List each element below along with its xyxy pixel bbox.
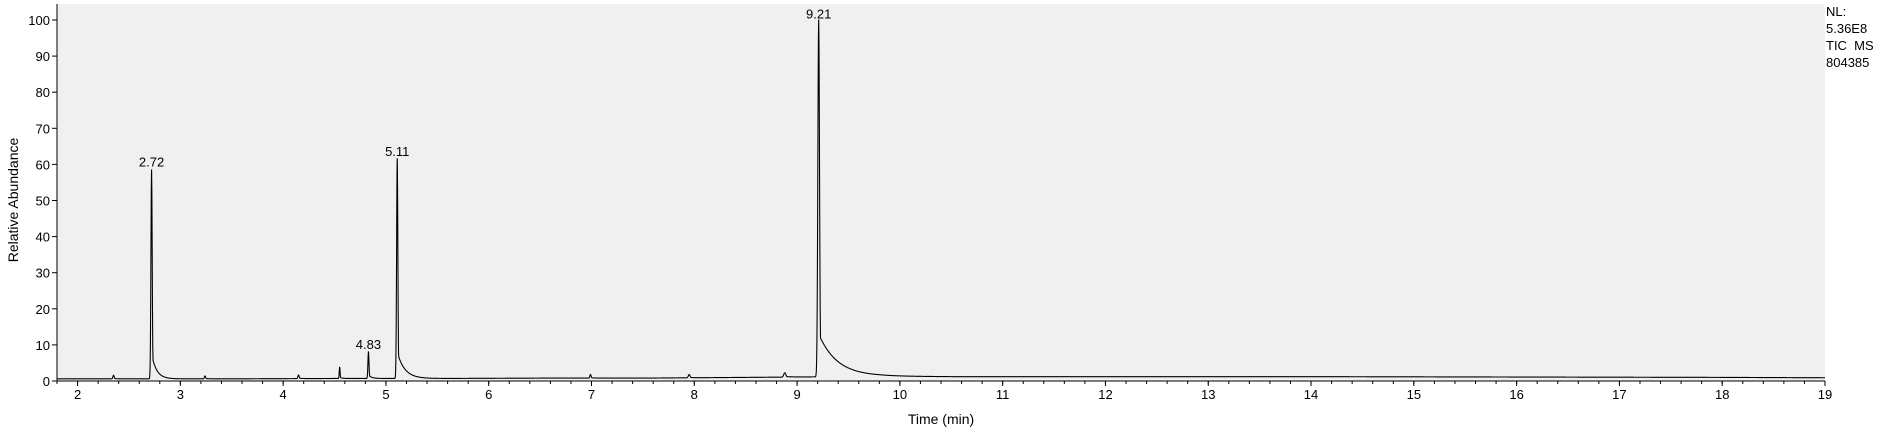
y-tick-label: 100 bbox=[28, 13, 50, 28]
x-tick-label: 7 bbox=[588, 387, 595, 402]
x-tick-label: 4 bbox=[280, 387, 287, 402]
x-tick-label: 3 bbox=[177, 387, 184, 402]
y-tick-label: 20 bbox=[36, 302, 50, 317]
x-tick-label: 10 bbox=[893, 387, 907, 402]
trace-info: NL: 5.36E8 TIC MS 804385 bbox=[1826, 3, 1874, 71]
x-tick-label: 8 bbox=[691, 387, 698, 402]
peak-label: 2.72 bbox=[139, 155, 164, 170]
peak-label: 5.11 bbox=[385, 144, 409, 159]
x-tick-label: 9 bbox=[793, 387, 800, 402]
peak-label: 4.83 bbox=[356, 337, 381, 352]
y-tick-label: 40 bbox=[36, 230, 50, 245]
x-tick-label: 15 bbox=[1407, 387, 1421, 402]
y-tick-label: 10 bbox=[36, 338, 50, 353]
x-tick-label: 18 bbox=[1715, 387, 1729, 402]
x-axis: 2 3 4 5 6 7 8 9 10 11 12 13 14 15 16 17 18 19 bbox=[56, 381, 1832, 402]
x-tick-label: 12 bbox=[1098, 387, 1112, 402]
x-tick-label: 19 bbox=[1818, 387, 1832, 402]
y-tick-label: 80 bbox=[36, 85, 50, 100]
plot-area bbox=[57, 4, 1825, 381]
y-tick-label: 70 bbox=[36, 121, 50, 136]
y-tick-label: 30 bbox=[36, 266, 50, 281]
x-tick-label: 5 bbox=[382, 387, 389, 402]
y-axis: 0 10 20 30 40 50 60 70 80 90 100 bbox=[28, 13, 57, 389]
x-tick-label: 6 bbox=[485, 387, 492, 402]
x-axis-label: Time (min) bbox=[908, 411, 974, 427]
nl-value: 5.36E8 bbox=[1826, 21, 1868, 36]
y-axis-label: Relative Abundance bbox=[5, 138, 21, 263]
trace-type: TIC MS bbox=[1826, 38, 1874, 53]
x-tick-label: 17 bbox=[1612, 387, 1626, 402]
y-tick-label: 0 bbox=[43, 374, 50, 389]
x-tick-label: 2 bbox=[74, 387, 81, 402]
x-tick-label: 14 bbox=[1304, 387, 1318, 402]
sample-id: 804385 bbox=[1826, 55, 1870, 70]
y-tick-label: 60 bbox=[36, 157, 50, 172]
peak-label: 9.21 bbox=[806, 7, 831, 22]
y-tick-label: 50 bbox=[36, 194, 50, 209]
nl-label: NL: bbox=[1826, 4, 1847, 19]
x-tick-label: 16 bbox=[1509, 387, 1523, 402]
peak-labels: 2.72 4.83 5.11 9.21 bbox=[139, 7, 831, 352]
y-tick-label: 90 bbox=[36, 49, 50, 64]
x-tick-label: 13 bbox=[1201, 387, 1215, 402]
x-tick-label: 11 bbox=[996, 387, 1010, 402]
tic-trace-line bbox=[57, 19, 1825, 380]
